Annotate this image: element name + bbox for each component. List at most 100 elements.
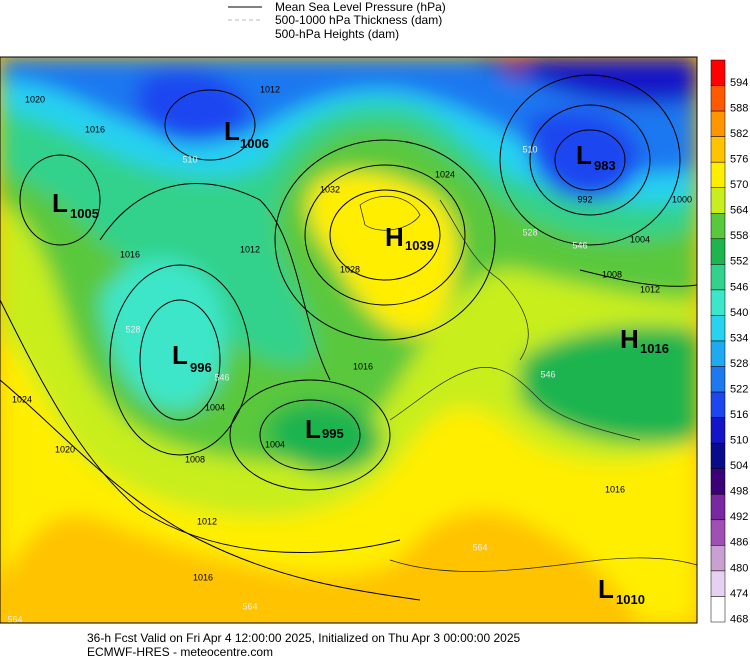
map (0, 57, 697, 623)
colorbar-box (710, 494, 726, 521)
thickness-label: 546 (214, 372, 229, 382)
colorbar-box (710, 136, 726, 163)
center-value: 1039 (405, 238, 434, 253)
colorbar-label: 546 (730, 281, 748, 293)
legend-text: 500-hPa Heights (dam) (275, 27, 399, 41)
colorbar-box (710, 391, 726, 418)
colorbar-box (710, 519, 726, 546)
colorbar-box (710, 366, 726, 393)
colorbar-box (710, 187, 726, 214)
isobar-label: 1028 (340, 264, 360, 274)
thickness-label: 510 (182, 154, 197, 164)
colorbar-label: 492 (730, 511, 748, 523)
footer-text: ECMWF-HRES - meteocentre.com (87, 645, 273, 658)
colorbar-label: 594 (730, 77, 748, 89)
colorbar-box (710, 570, 726, 597)
colorbar-label: 468 (730, 613, 748, 625)
isobar-label: 1016 (193, 572, 213, 582)
colorbar-label: 528 (730, 358, 748, 370)
colorbar-label: 552 (730, 256, 748, 268)
thickness-label: 546 (572, 240, 587, 250)
colorbar-box (710, 417, 726, 444)
center-type: L (224, 116, 240, 146)
colorbar-label: 582 (730, 128, 748, 140)
map-frame (0, 56, 698, 624)
center-type: L (172, 340, 188, 370)
colorbar-box (710, 315, 726, 342)
isobar-label: 1032 (320, 184, 340, 194)
colorbar-label: 588 (730, 102, 748, 114)
colorbar-box (710, 213, 726, 240)
isobar-label: 1012 (260, 84, 280, 94)
colorbar-box (710, 340, 726, 367)
center-value: 1010 (616, 592, 645, 607)
isobar-label: 1000 (672, 194, 692, 204)
thickness-label: 564 (242, 601, 257, 611)
pressure-centers: L 1006 L 1005 L 983 H 1039 L 996 L 995 H… (52, 116, 669, 607)
isobar-label: 1024 (435, 169, 455, 179)
center-type: H (620, 324, 639, 354)
center-value: 995 (322, 426, 344, 441)
colorbar-label: 486 (730, 537, 748, 549)
colorbar-box (710, 161, 726, 188)
colorbar-box (710, 59, 726, 86)
colorbar-label: 504 (730, 460, 748, 472)
colorbar-label: 474 (730, 588, 748, 600)
isobar-label: 1012 (197, 516, 217, 526)
thickness-label: 564 (472, 542, 487, 552)
colorbar-label: 522 (730, 383, 748, 395)
isobar-label: 1004 (630, 234, 650, 244)
thickness-label: 564 (7, 614, 22, 624)
thickness-label: 528 (125, 324, 140, 334)
colorbar-label: 480 (730, 562, 748, 574)
field (0, 57, 697, 623)
isobar-label: 1016 (120, 249, 140, 259)
colorbar-box (710, 110, 726, 137)
isobar-label: 992 (577, 194, 592, 204)
center-value: 1005 (70, 206, 99, 221)
center-value: 983 (594, 158, 616, 173)
center-type: L (52, 188, 68, 218)
isobar-label: 1012 (640, 284, 660, 294)
center-value: 1006 (240, 136, 269, 151)
colorbar-label: 534 (730, 332, 748, 344)
center-type: L (305, 414, 321, 444)
thickness-label: 510 (522, 144, 537, 154)
isobar-label: 1024 (12, 394, 32, 404)
colorbar-label: 510 (730, 435, 748, 447)
legend-text: Mean Sea Level Pressure (hPa) (275, 0, 446, 14)
colorbar-box (710, 468, 726, 495)
isobar-label: 1016 (605, 484, 625, 494)
isobar-label: 1004 (265, 439, 285, 449)
colorbar-box (710, 442, 726, 469)
isobar-label: 1008 (602, 269, 622, 279)
coastline (359, 196, 697, 572)
thickness-label: 546 (540, 369, 555, 379)
isobars (0, 74, 697, 601)
center-type: L (576, 140, 592, 170)
legend-text: 500-1000 hPa Thickness (dam) (275, 13, 442, 27)
colorbar-label: 576 (730, 154, 748, 166)
colorbar-label: 558 (730, 230, 748, 242)
thickness-label: 528 (522, 227, 537, 237)
center-type: H (385, 222, 404, 252)
center-value: 1016 (640, 341, 669, 356)
isobar-label: 1012 (240, 244, 260, 254)
isobar-label: 1020 (55, 444, 75, 454)
footer-text: 36-h Fcst Valid on Fri Apr 4 12:00:00 20… (87, 631, 521, 645)
colorbar-label: 516 (730, 409, 748, 421)
center-value: 996 (190, 360, 212, 375)
colorbar-box (710, 238, 726, 265)
isobar-label: 1016 (85, 124, 105, 134)
colorbar-box (710, 85, 726, 112)
colorbar-box (710, 289, 726, 316)
isobar-label: 1008 (185, 454, 205, 464)
isobar-label: 1004 (205, 402, 225, 412)
colorbar-label: 564 (730, 205, 748, 217)
colorbar-box (710, 545, 726, 572)
colorbar-label: 498 (730, 486, 748, 498)
colorbar-box (710, 596, 726, 623)
colorbar-label: 570 (730, 179, 748, 191)
